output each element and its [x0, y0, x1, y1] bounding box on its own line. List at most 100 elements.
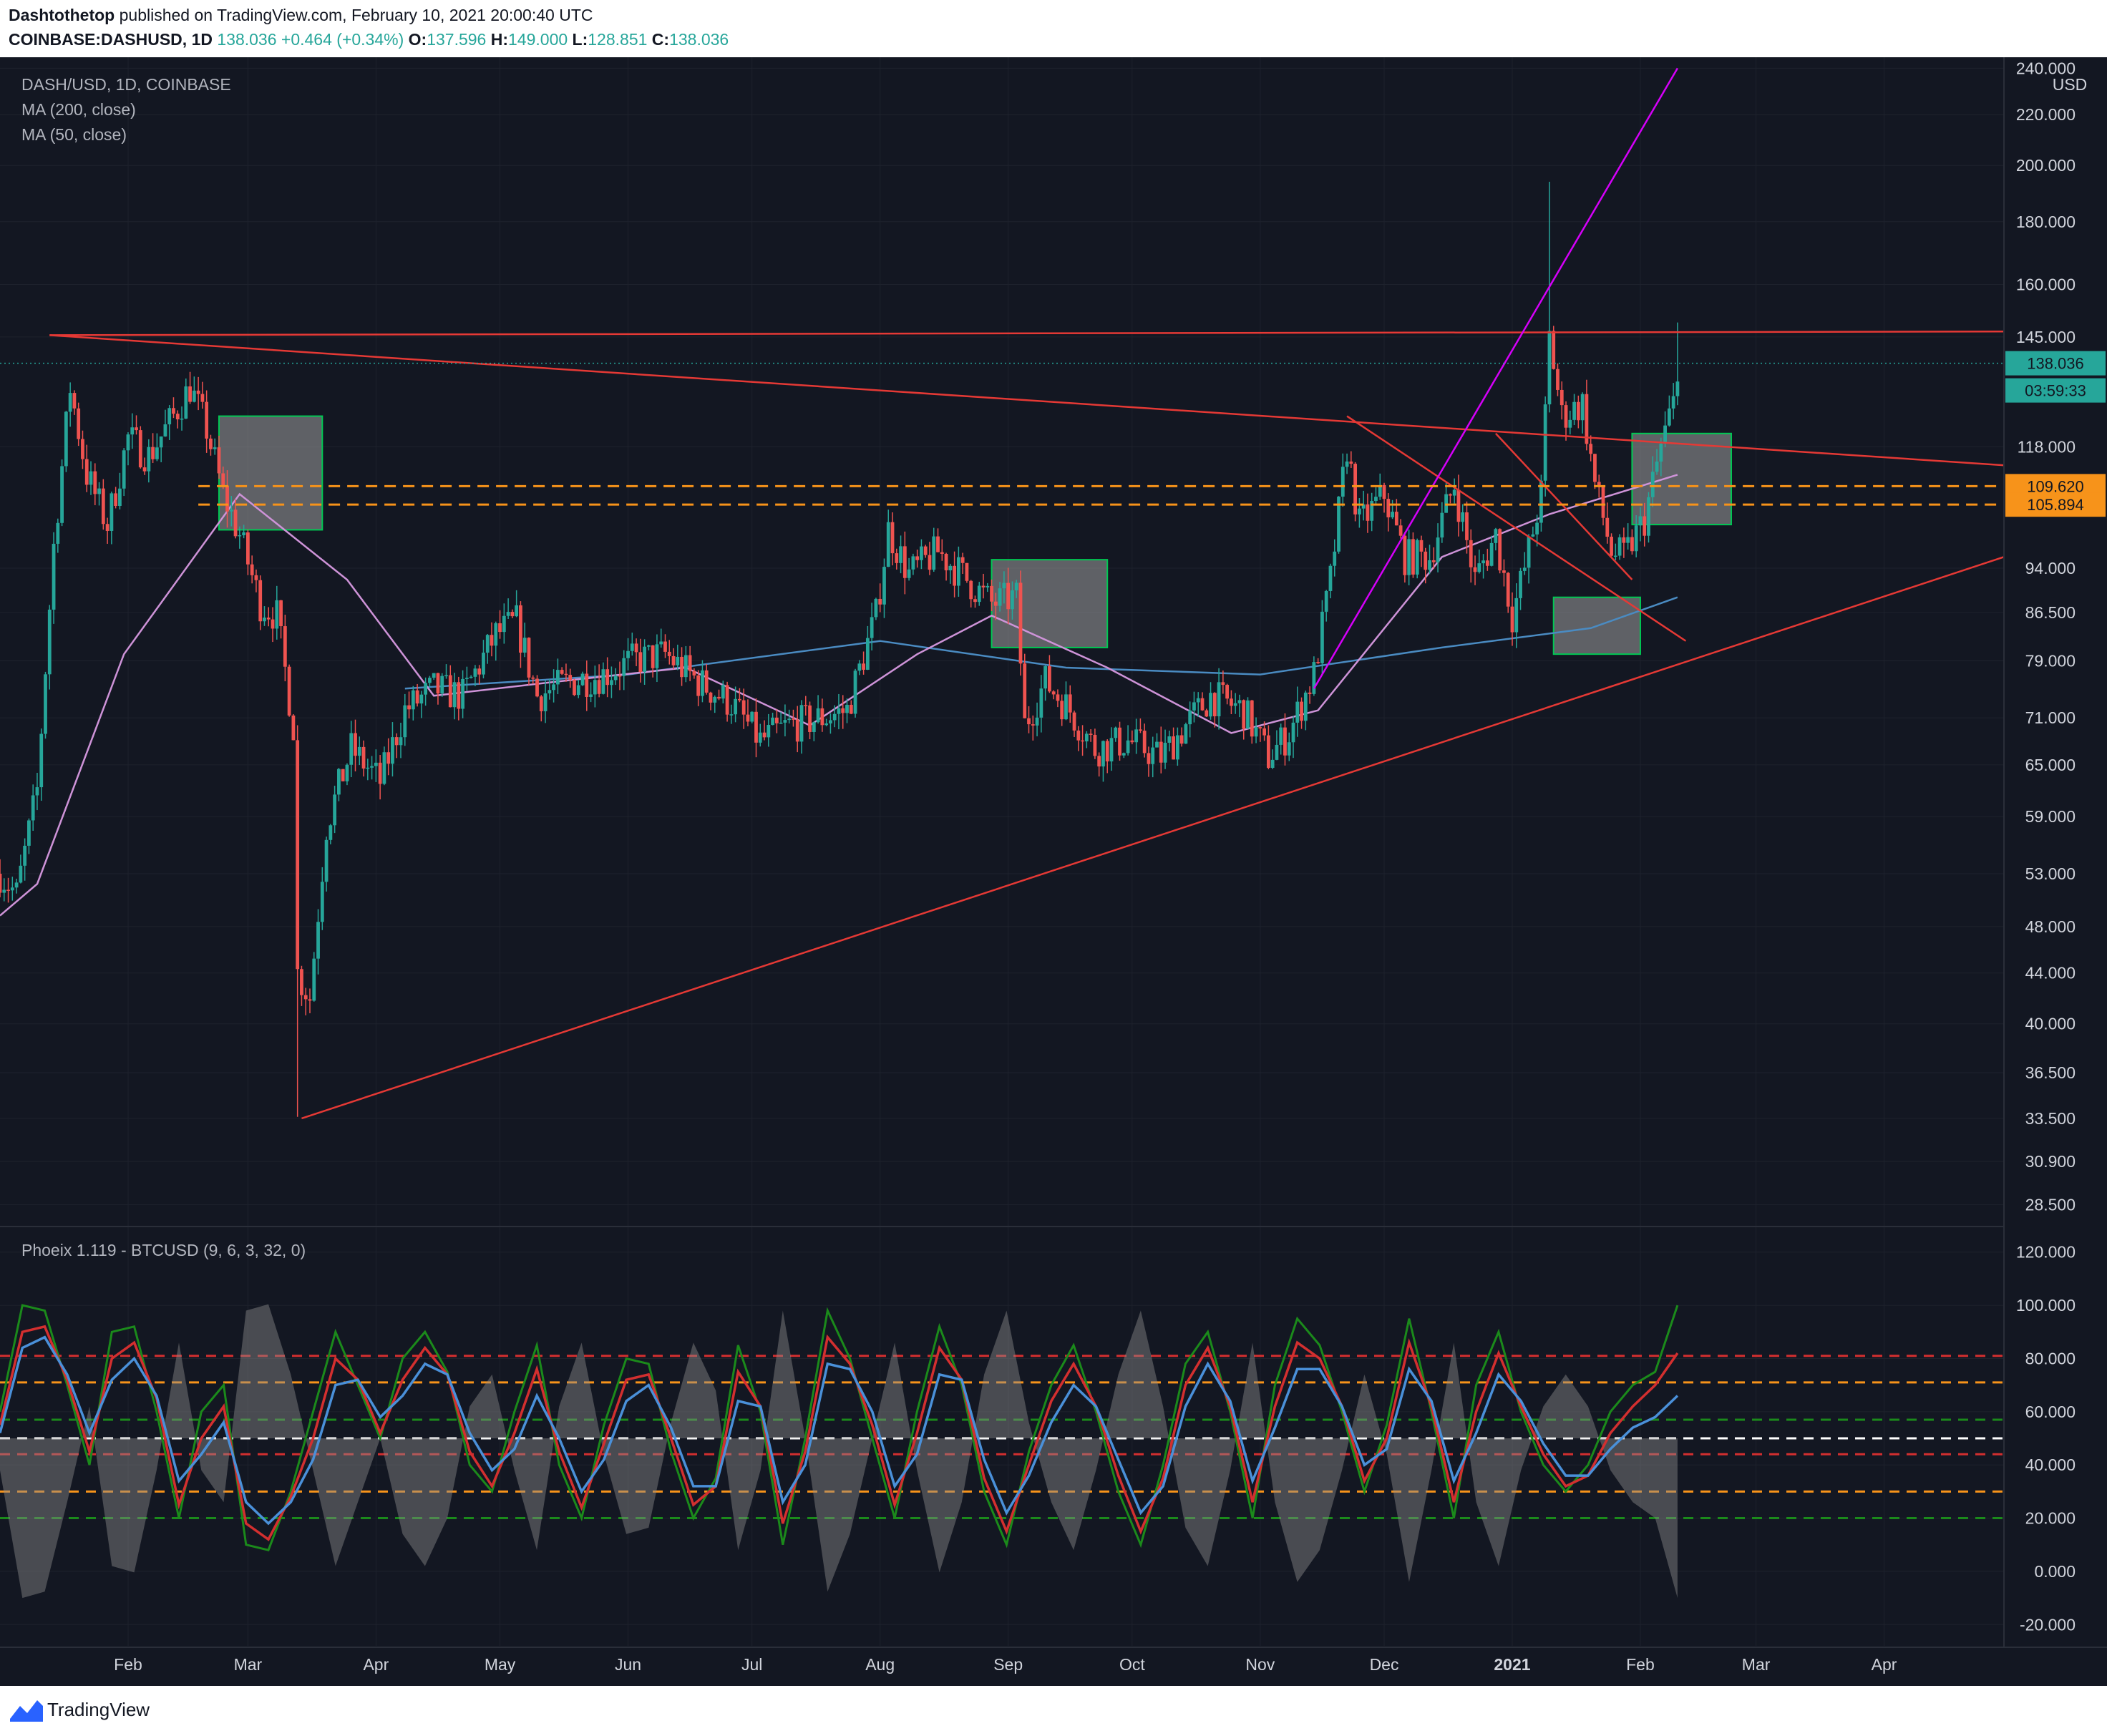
candle-body: [515, 605, 519, 617]
candle-body: [986, 585, 990, 587]
candle-body: [560, 670, 564, 674]
candle-body: [940, 552, 944, 555]
candle-body: [1139, 729, 1142, 731]
candle-body: [370, 766, 374, 768]
price-tick-7: 94.000: [2025, 559, 2076, 577]
candle-body: [998, 588, 1002, 606]
candle-body: [597, 680, 601, 694]
candle-body: [163, 424, 167, 437]
candle-body: [1394, 512, 1398, 526]
candle-body: [774, 717, 779, 723]
candle-body: [1489, 542, 1494, 566]
symbol-name[interactable]: COINBASE:DASHUSD, 1D: [9, 30, 213, 49]
candle-body: [1622, 537, 1626, 543]
oscillator-axis[interactable]: 120.000 100.000 80.000 60.000 40.000 20.000 0.…: [2016, 1243, 2076, 1634]
tradingview-logo-icon[interactable]: [9, 1696, 44, 1725]
chart-title[interactable]: DASH/USD, 1D, COINBASE: [21, 75, 231, 94]
ma50-legend[interactable]: MA (50, close): [21, 125, 127, 144]
author-name[interactable]: Dashtothetop: [9, 6, 115, 24]
time-tick-13: Mar: [1742, 1655, 1771, 1674]
candle-body: [1167, 736, 1172, 743]
time-tick-7: Sep: [993, 1655, 1023, 1674]
candle-body: [1287, 742, 1291, 756]
candle-body: [638, 652, 643, 672]
candle-body: [440, 676, 444, 694]
ma200-legend[interactable]: MA (200, close): [21, 100, 136, 119]
candle-body: [1610, 537, 1613, 556]
candle-body: [1613, 555, 1617, 557]
candle-body: [1589, 444, 1593, 454]
candle-body: [1295, 701, 1300, 723]
candle-body: [783, 720, 787, 723]
osc-tick-5: 20.000: [2025, 1509, 2076, 1528]
candle-body: [382, 752, 386, 784]
candle-body: [1519, 570, 1522, 598]
time-axis[interactable]: Feb Mar Apr May Jun Jul Aug Sep Oct Nov Dec 2021 Feb…: [114, 1655, 1897, 1674]
candle-body: [221, 473, 225, 486]
price-pane[interactable]: [0, 67, 2005, 1120]
candle-body: [1419, 540, 1424, 552]
candle-body: [1345, 461, 1349, 467]
candle-body: [1155, 741, 1159, 748]
candle-body: [81, 439, 84, 459]
time-tick-12: Feb: [1626, 1655, 1655, 1674]
chart-canvas[interactable]: 240.000 220.000 200.000 180.000 160.000 145.0…: [0, 57, 2107, 1686]
candle-body: [1411, 539, 1415, 575]
candle-body: [1105, 741, 1109, 762]
candle-body: [1568, 419, 1572, 428]
candle-body: [1436, 537, 1440, 562]
candle-body: [1192, 702, 1196, 711]
candle-body: [890, 522, 895, 554]
publish-text: published on TradingView.com, February 1…: [119, 6, 593, 24]
candle-body: [217, 447, 221, 474]
candle-body: [1056, 694, 1060, 701]
candle-body: [233, 509, 238, 537]
price-axis[interactable]: 240.000 220.000 200.000 180.000 160.000 145.0…: [2016, 59, 2076, 1214]
candle-body: [1506, 572, 1510, 607]
candle-body: [1465, 512, 1469, 540]
candle-body: [287, 666, 291, 716]
candle-body: [1535, 522, 1539, 535]
candle-body: [1340, 467, 1345, 497]
candle-body: [1605, 517, 1610, 537]
candle-body: [1147, 753, 1151, 764]
candle-body: [1312, 662, 1316, 694]
candle-body: [1230, 698, 1233, 706]
last-price-tag-text: 138.036: [2027, 355, 2084, 373]
candle-body: [448, 675, 452, 708]
time-tick-5: Jul: [741, 1655, 762, 1674]
candle-body: [341, 769, 345, 781]
candle-body: [1498, 529, 1502, 571]
candle-body: [27, 820, 31, 846]
candle-body: [345, 764, 349, 781]
candle-body: [1212, 693, 1217, 717]
trendline-falling-resistance: [49, 334, 2005, 467]
candle-body: [1064, 694, 1068, 720]
candle-body: [374, 762, 378, 766]
candle-body: [250, 564, 254, 575]
candle-body: [1097, 756, 1101, 767]
candle-body: [812, 722, 816, 732]
candle-body: [701, 670, 704, 696]
candle-body: [667, 651, 671, 656]
candle-body: [159, 436, 163, 448]
tradingview-brand[interactable]: TradingView: [47, 1699, 150, 1720]
close-label: C:: [651, 30, 670, 49]
candle-body: [411, 690, 415, 710]
candle-body: [394, 737, 399, 746]
price-tags: USD 138.036 03:59:33 109.620 105.894: [2005, 75, 2106, 517]
candle-body: [543, 693, 548, 711]
candle-body: [1076, 730, 1081, 741]
candle-body: [841, 708, 845, 713]
osc-tick-6: 0.000: [2034, 1562, 2076, 1581]
candle-body: [1300, 701, 1303, 721]
candle-body: [254, 575, 258, 580]
oscillator-pane[interactable]: [0, 1304, 2004, 1599]
candle-body: [35, 787, 39, 796]
candle-body: [527, 638, 531, 678]
candle-body: [151, 447, 155, 459]
candle-body: [1006, 582, 1011, 610]
currency-label: USD: [2053, 75, 2088, 94]
oscillator-legend[interactable]: Phoeix 1.119 - BTCUSD (9, 6, 3, 32, 0): [21, 1241, 306, 1259]
candle-body: [1324, 590, 1328, 612]
